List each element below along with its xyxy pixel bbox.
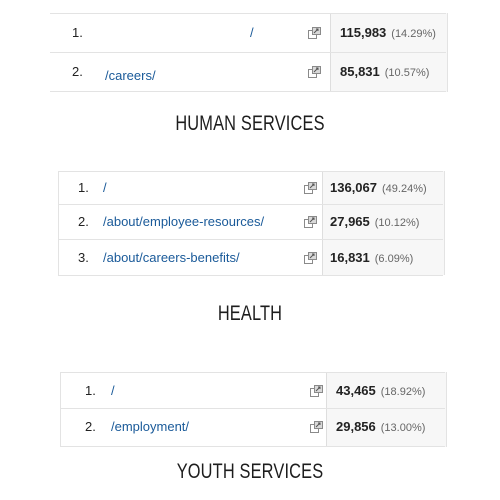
open-in-new-window-icon[interactable]	[304, 181, 317, 194]
sessions-percent: (18.92%)	[380, 386, 426, 398]
metric-column	[322, 171, 445, 275]
sessions-value: 115,983 (14.29%)	[340, 25, 436, 40]
page-path-link[interactable]: /	[111, 383, 115, 398]
sessions-percent: (49.24%)	[382, 183, 427, 195]
table-row[interactable]: 2. /about/employee-resources/27,965 (10.12…	[58, 204, 443, 240]
sessions-count: 115,983	[340, 25, 387, 40]
open-in-new-window-icon[interactable]	[304, 215, 317, 228]
sessions-percent: (6.09%)	[374, 253, 414, 265]
open-in-new-window-icon[interactable]	[304, 251, 317, 264]
row-rank: 2.	[72, 64, 83, 79]
report-table-health: 1. / 136,067 (49.24%) 2. /about/employee-reso…	[58, 171, 445, 276]
sessions-value: 27,965 (10.12%)	[330, 214, 419, 229]
open-in-new-window-icon[interactable]	[308, 65, 321, 78]
sessions-value: 16,831 (6.09%)	[330, 250, 413, 265]
section-heading: HUMAN SERVICES	[175, 112, 325, 135]
table-row[interactable]: 1. / 136,067 (49.24%)	[58, 171, 443, 205]
sessions-count: 29,856	[336, 419, 376, 434]
open-in-new-window-icon[interactable]	[310, 420, 323, 433]
metric-column	[326, 372, 447, 447]
sessions-percent: (10.57%)	[384, 67, 430, 79]
sessions-count: 16,831	[330, 250, 370, 265]
page-path-link[interactable]: /	[250, 25, 254, 40]
row-rank: 1.	[85, 383, 96, 398]
page-path-link[interactable]: /about/employee-resources/	[103, 214, 265, 229]
section-heading: YOUTH SERVICES	[176, 460, 324, 483]
sessions-count: 27,965	[330, 214, 370, 229]
sessions-percent: (14.29%)	[391, 28, 436, 40]
table-row[interactable]: 1. / 43,465 (18.92%)	[60, 372, 445, 409]
row-rank: 1.	[78, 180, 89, 195]
sessions-count: 136,067	[330, 180, 377, 195]
open-in-new-window-icon[interactable]	[310, 384, 323, 397]
sessions-count: 85,831	[340, 64, 380, 79]
table-row[interactable]: 2. /employment/29,856 (13.00%)	[60, 408, 445, 447]
table-left-border	[60, 372, 61, 447]
row-rank: 2.	[78, 214, 89, 229]
page-path-link[interactable]: /employment/	[111, 419, 190, 434]
page-path-link[interactable]: /about/careers-benefits/	[103, 250, 240, 265]
sessions-value: 29,856 (13.00%)	[336, 419, 425, 434]
page-path-link[interactable]: /careers/	[105, 68, 156, 83]
table-row[interactable]: 1. / 115,983 (14.29%)	[50, 13, 446, 53]
table-left-border	[58, 171, 59, 275]
table-row[interactable]: 2. /careers/85,831 (10.57%)	[50, 52, 446, 92]
sessions-count: 43,465	[336, 383, 376, 398]
row-rank: 1.	[72, 25, 83, 40]
table-row[interactable]: 3. /about/careers-benefits/16,831 (6.09%)	[58, 240, 443, 276]
open-in-new-window-icon[interactable]	[308, 26, 321, 39]
report-table-youth-services: 1. / 43,465 (18.92%) 2. /employment/29,856 (13…	[60, 372, 447, 447]
row-rank: 2.	[85, 419, 96, 434]
page-path-link[interactable]: /	[103, 180, 107, 195]
row-rank: 3.	[78, 250, 89, 265]
sessions-value: 136,067 (49.24%)	[330, 180, 427, 195]
sessions-value: 43,465 (18.92%)	[336, 383, 425, 398]
sessions-percent: (10.12%)	[374, 217, 420, 229]
sessions-value: 85,831 (10.57%)	[340, 64, 429, 79]
sessions-percent: (13.00%)	[380, 422, 426, 434]
report-table-human-services: 1. / 115,983 (14.29%) 2. /careers/85,831 (10.5…	[50, 13, 448, 92]
section-heading: HEALTH	[217, 302, 283, 325]
